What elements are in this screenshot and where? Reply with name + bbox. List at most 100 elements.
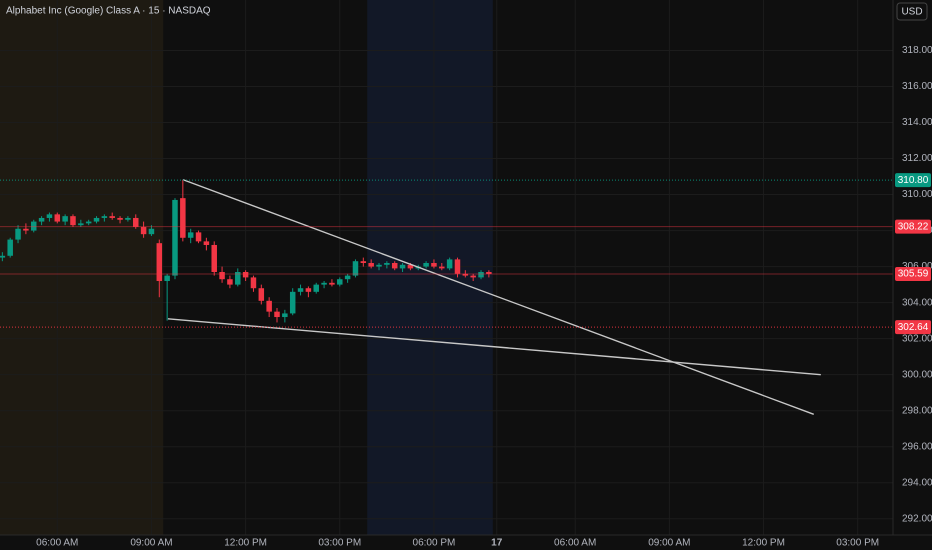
candle-body — [297, 288, 304, 292]
price-label: 302.64 — [898, 322, 929, 333]
candle-body — [431, 262, 437, 267]
y-tick-label: 302.00 — [902, 333, 932, 344]
candle-body — [125, 217, 131, 220]
x-tick-label: 03:00 PM — [318, 538, 361, 549]
candle-body — [321, 282, 327, 285]
candle-body — [85, 221, 92, 224]
x-tick-label: 06:00 AM — [554, 538, 596, 549]
price-label-box — [895, 266, 931, 281]
price-label: 310.80 — [898, 175, 929, 186]
trend-line — [182, 178, 814, 415]
price-label-box — [895, 219, 931, 234]
candle-body — [384, 262, 390, 265]
candle-body — [462, 273, 469, 276]
candle-body — [46, 214, 53, 218]
y-tick-label: 310.00 — [902, 189, 932, 200]
candle-body — [54, 214, 61, 222]
candle-body — [195, 232, 202, 242]
x-tick-label: 12:00 PM — [224, 538, 267, 549]
candle-body — [242, 272, 249, 278]
candle-body — [156, 243, 163, 282]
candle-body — [23, 228, 29, 231]
y-tick-label: 318.00 — [902, 45, 932, 56]
candle-body — [15, 228, 21, 240]
chart-title: Alphabet Inc (Google) Class A · 15 · NAS… — [6, 6, 211, 17]
candle-body — [140, 226, 147, 235]
y-tick-label: 314.00 — [902, 117, 932, 128]
candle-body — [258, 288, 265, 301]
currency-box[interactable] — [896, 2, 928, 21]
candle-body — [305, 288, 312, 292]
y-tick-label: 300.00 — [902, 369, 932, 380]
price-label: 305.59 — [898, 269, 929, 280]
candle-body — [78, 223, 84, 226]
candle-body — [289, 291, 296, 314]
price-label-box — [895, 320, 931, 335]
candle-body — [344, 275, 351, 280]
y-tick-label: 296.00 — [902, 441, 932, 452]
candle-body — [250, 277, 257, 289]
y-tick-label: 298.00 — [902, 405, 932, 416]
candle-body — [7, 239, 13, 256]
candle-body — [470, 275, 476, 278]
currency[interactable]: USD — [901, 7, 922, 18]
price-label-box — [895, 173, 931, 188]
candle-body — [30, 221, 37, 231]
candle-body — [101, 216, 108, 218]
candle-body — [70, 216, 76, 226]
candle-body — [368, 262, 374, 267]
y-tick-label: 292.00 — [902, 513, 932, 524]
candle-body — [235, 272, 241, 285]
grid — [0, 0, 893, 535]
candle-body — [109, 216, 115, 218]
candle-body — [439, 266, 445, 269]
candle-body — [164, 275, 170, 282]
candle-body — [266, 300, 272, 312]
candle-body — [62, 216, 68, 222]
candle-body — [478, 272, 484, 278]
candle-body — [391, 262, 398, 269]
x-tick-label: 06:00 AM — [36, 538, 78, 549]
candle-body — [227, 279, 233, 285]
candle-body — [203, 241, 210, 245]
candle-body — [352, 261, 359, 276]
candle-body — [329, 282, 335, 285]
candle-body — [376, 264, 382, 267]
y-tick-label: 312.00 — [902, 153, 932, 164]
x-tick-label: 12:00 PM — [742, 538, 785, 549]
session-shade — [0, 0, 164, 535]
x-tick-label: 06:00 PM — [413, 538, 456, 549]
candle-body — [187, 232, 194, 238]
candle-body — [133, 217, 139, 227]
axes: 292.00 294.00 296.00 298.00 300.00 302.00 304.… — [36, 45, 932, 549]
candle-body — [117, 217, 123, 220]
y-tick-label: 316.00 — [902, 81, 932, 92]
candle-body — [219, 272, 225, 280]
candle-body — [211, 244, 217, 273]
candle-body — [180, 198, 186, 238]
plot — [0, 178, 893, 415]
x-tick-label: 09:00 AM — [130, 538, 172, 549]
candle-body — [399, 264, 406, 269]
candle-body — [38, 217, 45, 222]
candle-body — [360, 261, 367, 263]
candle-body — [93, 217, 100, 222]
trend-line — [167, 318, 821, 376]
y-tick-label: 304.00 — [902, 297, 932, 308]
candle-body — [486, 272, 492, 274]
y-tick-label: 306.00 — [902, 261, 932, 272]
candle-body — [407, 264, 414, 269]
candle-body — [282, 313, 288, 318]
candle-body — [454, 259, 461, 274]
candle-body — [274, 311, 280, 318]
candle-body — [423, 262, 429, 267]
x-tick-label: 09:00 AM — [648, 538, 690, 549]
candle-body — [446, 259, 453, 269]
y-tick-label: 294.00 — [902, 477, 932, 488]
candle-body — [148, 228, 155, 235]
candle-body — [337, 279, 343, 285]
sessions — [0, 0, 493, 535]
x-tick-label: 03:00 PM — [836, 538, 879, 549]
price-label: 308.22 — [898, 221, 929, 232]
